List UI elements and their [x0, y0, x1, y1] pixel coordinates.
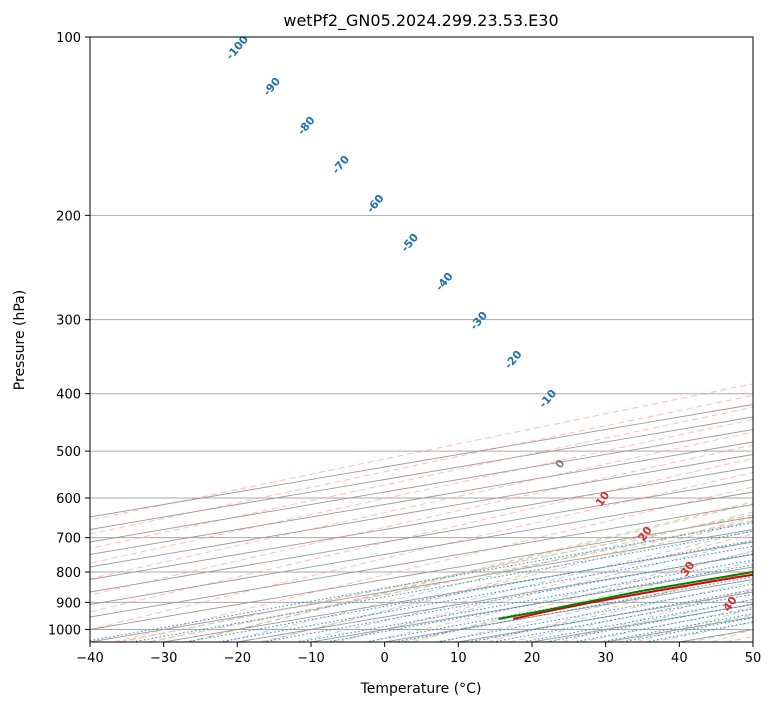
- y-tick-label: 900: [56, 596, 81, 611]
- y-tick-label: 400: [56, 388, 81, 403]
- mixing-ratio-line: [436, 583, 753, 642]
- dry-adiabat-line: [90, 444, 753, 596]
- chart-title: wetPf2_GN05.2024.299.23.53.E30: [283, 11, 558, 31]
- y-tick-label: 600: [56, 492, 81, 507]
- moist-adiabat-line: [187, 503, 753, 642]
- axis-layer: −40 −30 −20 −10 0 10 20 30 40 50 100 200 300 400 500 60…: [48, 31, 761, 666]
- moist-adiabat-line: [296, 529, 753, 642]
- x-tick-label: 0: [381, 651, 389, 666]
- isotherm-line: [90, 429, 753, 543]
- x-tick-label: 50: [745, 651, 762, 666]
- mixing-ratio-line: [492, 593, 753, 642]
- isotherm-line: [90, 516, 753, 630]
- y-axis-label: Pressure (hPa): [12, 290, 28, 390]
- x-tick-label: −40: [76, 651, 103, 666]
- mixing-ratio-line: [467, 589, 753, 642]
- moist-adiabat-line: [259, 520, 753, 642]
- isotherm-line: [90, 504, 753, 618]
- dry-adiabat-line: [90, 431, 753, 580]
- grid-layer: [90, 37, 753, 642]
- y-tick-label: 700: [56, 532, 81, 547]
- dry-adiabat-line: [188, 501, 753, 642]
- y-tick-label: 200: [56, 209, 81, 224]
- y-tick-label: 300: [56, 314, 81, 329]
- mixing-ratio-line: [90, 522, 753, 642]
- moist-adiabat-line: [223, 511, 753, 642]
- y-tick-label: 1000: [48, 623, 81, 638]
- tan-curve: [119, 514, 753, 642]
- dry-adiabat-line: [90, 418, 753, 564]
- x-tick-label: 10: [450, 651, 467, 666]
- y-tick-label: 100: [56, 31, 81, 46]
- x-tick-label: 40: [671, 651, 688, 666]
- plot-frame: [89, 36, 754, 643]
- x-tick-label: −20: [224, 651, 251, 666]
- mixing-ratio-line: [218, 545, 753, 642]
- tan-curve: [148, 519, 753, 642]
- y-tick-label: 800: [56, 566, 81, 581]
- isotherm-line: [90, 529, 753, 642]
- x-tick-label: 30: [597, 651, 614, 666]
- x-tick-label: −30: [150, 651, 177, 666]
- x-tick-label: −10: [297, 651, 324, 666]
- mixing-ratio-line: [131, 530, 753, 642]
- y-tick-label: 500: [56, 445, 81, 460]
- isotherm-line: [90, 479, 753, 593]
- isotherm-line: [90, 491, 753, 605]
- x-axis-label: Temperature (°C): [360, 681, 482, 697]
- isotherm-line: [90, 466, 753, 580]
- x-tick-label: 20: [524, 651, 541, 666]
- isotherm-line: [90, 454, 753, 568]
- dry-adiabat-line: [113, 486, 753, 642]
- moist-adiabat-line: [331, 540, 753, 642]
- mixing-ratio-line: [185, 539, 753, 642]
- isotherm-line: [90, 441, 753, 555]
